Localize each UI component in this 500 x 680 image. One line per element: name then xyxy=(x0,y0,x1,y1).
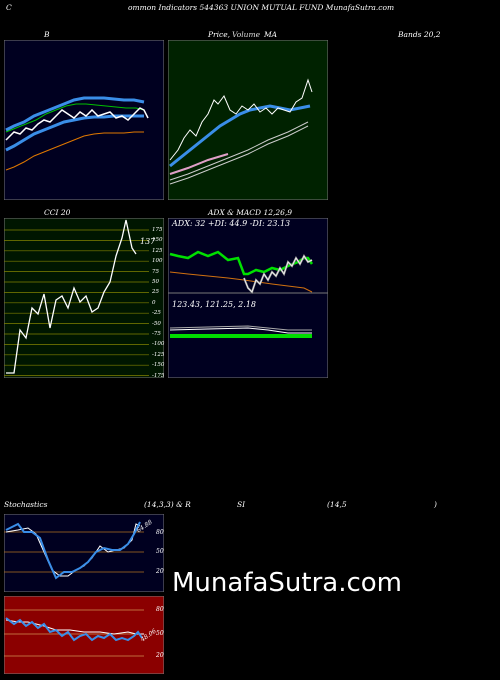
rsi-label: SI xyxy=(237,500,246,509)
macd-signal xyxy=(169,325,312,331)
price-ma-white-2 xyxy=(169,125,309,185)
stoch-level-50: 50 xyxy=(156,548,164,555)
adx-chart xyxy=(168,218,328,378)
cci-level-label: 100 xyxy=(152,258,163,265)
cci-level-label: 75 xyxy=(152,268,159,275)
rsi-chart xyxy=(4,596,164,674)
watermark: MunafaSutra.com xyxy=(172,568,403,598)
rsi-level-80: 80 xyxy=(156,606,164,613)
stoch-level-80: 80 xyxy=(156,529,164,536)
cci-level-label: 175 xyxy=(152,227,163,233)
price-line xyxy=(169,78,313,161)
cci-level-label: -25 xyxy=(152,310,161,317)
stoch-level-20: 20 xyxy=(156,568,164,575)
header-title: ommon Indicators 544363 UNION MUTUAL FUN… xyxy=(128,3,395,12)
cci-level-label: -100 xyxy=(152,341,165,348)
adx-minus-di xyxy=(169,271,313,293)
cci-line xyxy=(6,219,137,374)
cci-level-label: -175 xyxy=(152,372,165,379)
stoch-params: (14,3,3) & R xyxy=(144,500,191,509)
bollinger-ma-green xyxy=(5,103,145,133)
bollinger-upper-band xyxy=(5,96,145,132)
cci-level-label: -125 xyxy=(152,351,165,358)
cci-label: CCI 20 xyxy=(44,208,71,217)
price-volume-label: Volume xyxy=(232,30,261,39)
price-ma-pink xyxy=(169,153,229,175)
price-chart xyxy=(168,40,328,200)
cci-level-label: 150 xyxy=(152,237,163,244)
rsi-line xyxy=(5,617,143,642)
bollinger-price-line xyxy=(5,107,149,141)
cci-level-label: 50 xyxy=(152,279,159,285)
rsi-level-50: 50 xyxy=(156,630,164,637)
bollinger-label: B xyxy=(44,30,50,39)
rsi-ma-line xyxy=(5,619,144,635)
adx-label: ADX & MACD 12,26,9 xyxy=(208,208,293,217)
cci-level-label: 25 xyxy=(152,289,159,296)
macd-readout: 123.43, 121.25, 2.18 xyxy=(172,300,256,309)
rsi-level-20: 20 xyxy=(156,652,164,659)
bollinger-lower-band xyxy=(5,131,144,171)
macd-line xyxy=(169,327,312,334)
cci-level-label: 0 xyxy=(152,299,156,306)
header-left-char: C xyxy=(6,3,12,12)
cci-level-label: -75 xyxy=(152,331,161,337)
stoch-chart xyxy=(4,514,164,592)
rsi-params: (14,5 xyxy=(327,500,347,509)
stoch-k-line xyxy=(5,521,141,580)
macd-histogram xyxy=(170,334,312,338)
cci-value-label: 137 xyxy=(140,237,156,246)
cci-level-label: -150 xyxy=(152,362,165,369)
price-ma-label: MA xyxy=(264,30,278,39)
stoch-label: Stochastics xyxy=(4,500,48,509)
price-ma-blue xyxy=(169,104,311,168)
adx-line-inner xyxy=(243,255,313,293)
bollinger-chart xyxy=(4,40,164,200)
bollinger-right-label: Bands 20,2 xyxy=(398,30,441,39)
cci-level-label: 125 xyxy=(152,247,163,254)
cci-level-label: -50 xyxy=(152,320,161,327)
price-label: Price, xyxy=(208,30,231,39)
cci-chart: 175 150 125 100 75 50 25 0 -25 -50 -75 -100 -125 -150… xyxy=(4,218,165,379)
price-ma-white-1 xyxy=(169,121,309,181)
rsi-close-paren: ) xyxy=(434,500,437,509)
adx-readout: ADX: 32 +DI: 44.9 -DI: 23.13 xyxy=(172,219,291,228)
